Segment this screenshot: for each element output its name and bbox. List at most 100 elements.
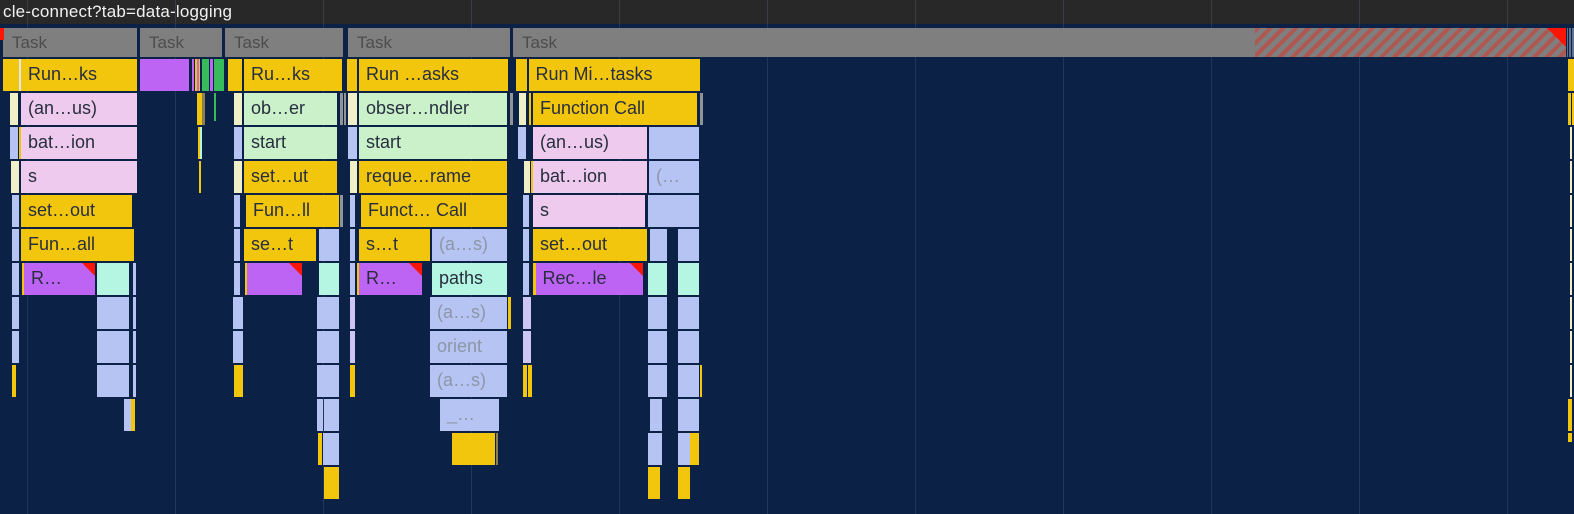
- flame-bar[interactable]: [19, 127, 21, 159]
- flame-bar-a-s[interactable]: (a…s): [430, 365, 507, 397]
- flame-bar[interactable]: [197, 93, 203, 125]
- flame-bar[interactable]: [318, 433, 322, 465]
- flame-bar[interactable]: [1567, 93, 1571, 125]
- flame-bar[interactable]: [22, 263, 24, 295]
- flame-bar[interactable]: [11, 161, 19, 193]
- flame-bar[interactable]: [517, 127, 526, 159]
- flame-bar[interactable]: [528, 93, 531, 125]
- flame-bar-paths[interactable]: paths: [432, 263, 507, 295]
- flame-bar-an-us[interactable]: (an…us): [533, 127, 647, 159]
- flame-bar[interactable]: [209, 59, 213, 91]
- flame-bar[interactable]: [346, 59, 357, 91]
- flame-bar[interactable]: [523, 365, 527, 397]
- flame-bar[interactable]: [350, 263, 355, 295]
- flame-bar[interactable]: [1569, 229, 1572, 261]
- flame-bar-fun-all[interactable]: Fun…all: [21, 229, 134, 261]
- flame-bar[interactable]: [650, 229, 667, 261]
- flame-bar-rec-le[interactable]: Rec…le: [535, 263, 643, 295]
- flame-bar[interactable]: [678, 365, 699, 397]
- flame-bar[interactable]: [348, 127, 357, 159]
- flame-bar[interactable]: [1569, 331, 1572, 363]
- task-bar[interactable]: [1566, 28, 1569, 57]
- flame-bar[interactable]: [495, 433, 498, 465]
- task-bar[interactable]: Task: [140, 28, 222, 57]
- flame-bar[interactable]: [139, 59, 189, 91]
- flame-bar[interactable]: [523, 229, 529, 261]
- flame-bar[interactable]: [12, 229, 19, 261]
- flame-bar[interactable]: [246, 263, 302, 295]
- flame-bar-run-ks[interactable]: Run…ks: [21, 59, 137, 91]
- flame-bar[interactable]: [348, 93, 357, 125]
- flame-bar[interactable]: [350, 229, 355, 261]
- flame-bar[interactable]: [317, 297, 339, 329]
- flame-bar[interactable]: [12, 195, 19, 227]
- flame-bar[interactable]: [199, 161, 202, 193]
- flame-bar[interactable]: [317, 365, 339, 397]
- flame-bar[interactable]: [233, 297, 243, 329]
- flame-bar[interactable]: [350, 365, 355, 397]
- flame-bar[interactable]: [233, 331, 243, 363]
- flame-bar[interactable]: [648, 433, 662, 465]
- flame-bar-bat-ion[interactable]: bat…ion: [533, 161, 647, 193]
- flame-bar[interactable]: [191, 59, 194, 91]
- flame-bar[interactable]: [1569, 161, 1572, 193]
- flame-bar[interactable]: [319, 263, 339, 295]
- flame-bar-bat-ion[interactable]: bat…ion: [21, 127, 137, 159]
- flame-bar[interactable]: [195, 59, 197, 91]
- flame-bar[interactable]: [350, 195, 355, 227]
- flame-bar-run-asks[interactable]: Run …asks: [359, 59, 508, 91]
- flame-bar[interactable]: [323, 433, 339, 465]
- flame-bar[interactable]: [97, 365, 129, 397]
- flame-bar-a-s[interactable]: (a…s): [430, 297, 507, 329]
- flame-bar[interactable]: [1569, 127, 1572, 159]
- flame-bar[interactable]: [196, 59, 199, 91]
- flame-bar[interactable]: [523, 297, 531, 329]
- flame-bar[interactable]: [648, 195, 699, 227]
- flame-bar[interactable]: [131, 399, 135, 431]
- flame-bar[interactable]: [530, 161, 533, 193]
- flame-bar[interactable]: [510, 93, 513, 125]
- flame-bar[interactable]: [234, 127, 242, 159]
- flame-bar-start[interactable]: start: [244, 127, 337, 159]
- flame-bar[interactable]: [649, 127, 699, 159]
- flame-bar[interactable]: [350, 331, 355, 363]
- flame-bar[interactable]: [523, 263, 529, 295]
- flame-bar[interactable]: [523, 161, 530, 193]
- flame-bar[interactable]: [234, 229, 240, 261]
- flame-bar[interactable]: [133, 331, 136, 363]
- flame-bar[interactable]: [3, 59, 19, 91]
- flame-bar-orient[interactable]: orient: [430, 331, 507, 363]
- flame-bar[interactable]: [648, 331, 667, 363]
- flame-bar[interactable]: [518, 93, 526, 125]
- flame-bar[interactable]: [234, 93, 242, 125]
- flame-bar[interactable]: [317, 331, 339, 363]
- flame-bar[interactable]: [699, 93, 703, 125]
- flame-bar[interactable]: [648, 297, 667, 329]
- task-bar[interactable]: Task: [348, 28, 510, 57]
- flame-bar-s-t[interactable]: s…t: [359, 229, 430, 261]
- flame-bar-ru-ks[interactable]: Ru…ks: [244, 59, 342, 91]
- flame-bar-an-us[interactable]: (an…us): [21, 93, 137, 125]
- flame-bar-funct-call[interactable]: Funct… Call: [361, 195, 507, 227]
- flame-bar-set-ut[interactable]: set…ut: [244, 161, 337, 193]
- flame-bar[interactable]: [133, 263, 136, 295]
- flame-bar[interactable]: [198, 127, 200, 159]
- flame-bar[interactable]: [650, 399, 662, 431]
- flame-bar[interactable]: [200, 127, 203, 159]
- flame-bar[interactable]: [10, 93, 18, 125]
- flame-bar[interactable]: [319, 229, 339, 261]
- flame-bar[interactable]: [234, 195, 240, 227]
- flame-bar[interactable]: [97, 331, 129, 363]
- flame-bar[interactable]: [1569, 263, 1572, 295]
- flame-bar[interactable]: [528, 365, 532, 397]
- flame-bar[interactable]: [678, 399, 699, 431]
- flame-bar[interactable]: [678, 433, 690, 465]
- flame-bar[interactable]: [699, 365, 702, 397]
- flame-bar-s[interactable]: s: [533, 195, 645, 227]
- flame-bar[interactable]: [648, 467, 660, 499]
- task-bar[interactable]: [1569, 28, 1572, 57]
- flame-bar[interactable]: [19, 59, 21, 91]
- flame-bar-[interactable]: _…: [440, 399, 499, 431]
- flame-bar-reque-rame[interactable]: reque…rame: [359, 161, 507, 193]
- flame-bar-ob-er[interactable]: ob…er: [244, 93, 337, 125]
